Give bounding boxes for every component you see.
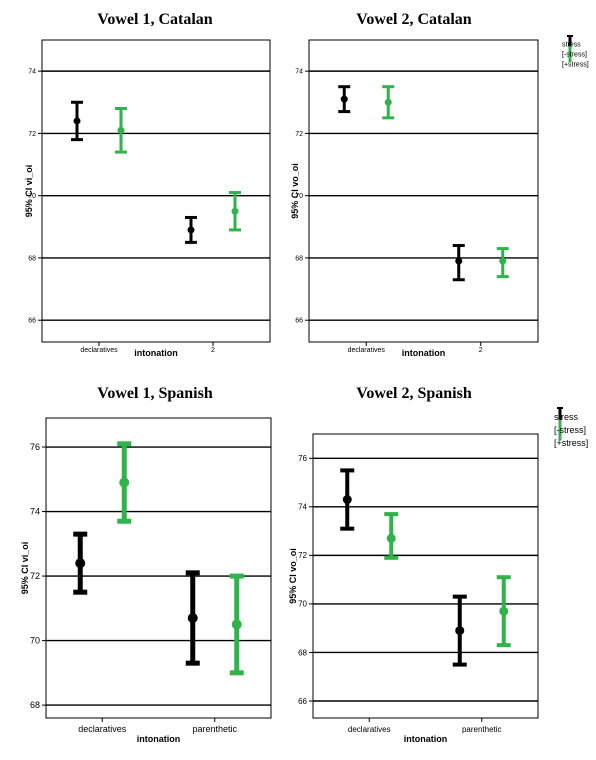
y-axis-label: 95% CI vo_oi bbox=[288, 548, 298, 604]
legend-title: stress bbox=[562, 41, 581, 48]
mean-point bbox=[187, 226, 195, 234]
chart-title: Vowel 2, Spanish bbox=[356, 385, 472, 402]
error-bar-no-stress-1 bbox=[185, 570, 200, 666]
plot-frame bbox=[41, 39, 271, 343]
legend-entry: [+stress] bbox=[554, 438, 588, 448]
x-axis-label: intonation bbox=[134, 348, 178, 358]
y-tick-label: 72 bbox=[298, 551, 307, 560]
mean-point bbox=[342, 495, 352, 505]
error-bar-stress-1 bbox=[496, 247, 509, 279]
error-bar-stress-0 bbox=[384, 512, 399, 560]
error-bar-no-stress-0 bbox=[340, 468, 355, 531]
mean-point bbox=[384, 98, 392, 106]
error-bar-stress-1 bbox=[496, 575, 511, 648]
y-tick-label: 68 bbox=[295, 255, 303, 262]
x-tick-label: 2 bbox=[479, 347, 483, 354]
mean-point bbox=[455, 257, 463, 265]
plot-frame bbox=[45, 417, 272, 719]
legend-entry: [-stress] bbox=[562, 51, 587, 58]
chart-vowel1-catalan: Vowel 1, Catalan 66 68 70 72 74 95% CI vi_oide… bbox=[24, 11, 271, 358]
y-axis-label: 95% CI vi_oi bbox=[24, 165, 34, 218]
x-tick-label: parenthetic bbox=[192, 724, 237, 734]
error-bar-stress-1 bbox=[229, 191, 241, 232]
mean-point bbox=[187, 613, 198, 623]
y-tick-label: 68 bbox=[30, 700, 40, 710]
error-bar-no-stress-0 bbox=[71, 100, 83, 142]
error-bar-stress-0 bbox=[117, 441, 132, 524]
y-axis-label: 95% CI vi_oi bbox=[20, 542, 30, 595]
y-tick-label: 74 bbox=[298, 503, 307, 512]
y-tick-label: 70 bbox=[295, 193, 303, 200]
y-tick-label: 70 bbox=[28, 193, 36, 200]
y-tick-label: 72 bbox=[28, 131, 36, 138]
error-bar-no-stress-0 bbox=[338, 85, 351, 114]
x-axis-label: intonation bbox=[137, 734, 181, 744]
error-bar-stress-0 bbox=[382, 85, 395, 120]
y-tick-label: 74 bbox=[295, 69, 303, 76]
mean-point bbox=[340, 95, 348, 103]
x-tick-label: declaratives bbox=[80, 347, 118, 354]
y-tick-label: 68 bbox=[298, 648, 307, 657]
y-tick-label: 72 bbox=[30, 571, 40, 581]
chart-title: Vowel 2, Catalan bbox=[356, 11, 472, 28]
mean-point bbox=[117, 126, 125, 134]
y-tick-label: 74 bbox=[30, 507, 40, 517]
mean-point bbox=[386, 533, 396, 543]
y-tick-label: 66 bbox=[295, 318, 303, 325]
legend-title: stress bbox=[554, 412, 579, 422]
y-tick-label: 68 bbox=[28, 255, 36, 262]
error-bar-stress-0 bbox=[115, 106, 127, 154]
x-tick-label: declaratives bbox=[348, 347, 386, 354]
x-tick-label: declaratives bbox=[348, 725, 391, 734]
mean-point bbox=[73, 117, 81, 125]
legend-entry: [-stress] bbox=[554, 425, 586, 435]
chart-vowel1-spanish: Vowel 1, Spanish 68 70 72 74 76 95% CI vi_oide… bbox=[20, 385, 272, 744]
plot-frame bbox=[308, 39, 539, 343]
mean-point bbox=[455, 626, 465, 636]
y-axis-label: 95% CI vo_oi bbox=[290, 163, 300, 219]
legend: stress [-stress] [+stress] bbox=[554, 407, 588, 448]
chart-vowel2-spanish: Vowel 2, Spanish 66 68 70 72 74 76 95% CI vo_oi… bbox=[288, 385, 588, 744]
x-tick-label: declaratives bbox=[78, 724, 127, 734]
legend: stress [-stress] [+stress] bbox=[562, 35, 589, 68]
y-tick-label: 74 bbox=[28, 69, 36, 76]
x-axis-label: intonation bbox=[404, 734, 448, 744]
x-tick-label: 2 bbox=[211, 347, 215, 354]
error-bar-no-stress-1 bbox=[452, 243, 465, 282]
mean-point bbox=[75, 558, 86, 569]
chart-title: Vowel 1, Catalan bbox=[97, 11, 213, 28]
mean-point bbox=[499, 257, 507, 265]
plot-frame bbox=[312, 433, 539, 719]
y-tick-label: 70 bbox=[298, 600, 307, 609]
x-axis-label: intonation bbox=[402, 348, 446, 358]
y-tick-label: 70 bbox=[30, 636, 40, 646]
x-tick-label: parenthetic bbox=[462, 725, 502, 734]
mean-point bbox=[231, 619, 242, 630]
y-tick-label: 76 bbox=[30, 442, 40, 452]
chart-vowel2-catalan: Vowel 2, Catalan 66 68 70 72 74 95% CI vo_oide… bbox=[290, 11, 589, 358]
mean-point bbox=[119, 477, 130, 488]
y-tick-label: 66 bbox=[298, 697, 307, 706]
mean-point bbox=[231, 207, 239, 215]
y-tick-label: 72 bbox=[295, 131, 303, 138]
y-tick-label: 76 bbox=[298, 454, 307, 463]
error-bar-no-stress-1 bbox=[452, 594, 467, 667]
y-tick-label: 66 bbox=[28, 318, 36, 325]
error-bar-no-stress-0 bbox=[73, 531, 88, 595]
error-bar-stress-1 bbox=[229, 573, 244, 676]
legend-entry: [+stress] bbox=[562, 61, 589, 68]
chart-title: Vowel 1, Spanish bbox=[97, 385, 213, 402]
mean-point bbox=[499, 606, 509, 616]
error-bar-no-stress-1 bbox=[185, 215, 197, 244]
